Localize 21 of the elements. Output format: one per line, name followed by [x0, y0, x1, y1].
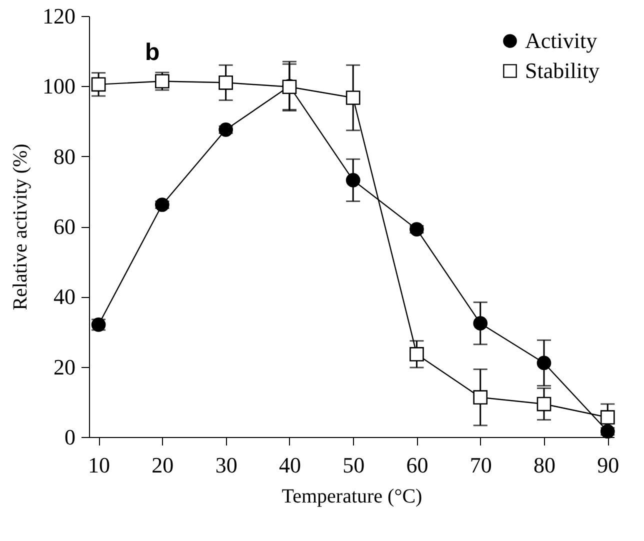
x-tick-label: 50 — [342, 452, 365, 478]
x-tick-label: 90 — [597, 452, 620, 478]
x-tick-label: 10 — [88, 452, 110, 478]
legend-label: Stability — [525, 58, 600, 83]
y-tick-label: 40 — [54, 284, 76, 310]
text: b — [145, 39, 160, 66]
x-tick-label: 70 — [470, 452, 492, 478]
x-tick-label: 40 — [278, 452, 301, 478]
legend-label: Activity — [525, 28, 598, 53]
y-tick-label: 0 — [64, 424, 76, 450]
y-tick-label: 80 — [54, 144, 76, 169]
y-tick-label: 120 — [42, 4, 76, 28]
y-tick-label: 20 — [54, 354, 76, 380]
x-tick-label: 60 — [406, 452, 428, 478]
y-tick-label: 60 — [54, 214, 76, 239]
x-tick-label: 80 — [534, 452, 556, 478]
y-axis-title: Relative activity (%) — [10, 144, 32, 310]
x-tick-label: 20 — [152, 452, 174, 478]
y-tick-label: 100 — [42, 74, 76, 99]
x-tick-label: 30 — [215, 452, 238, 478]
x-axis-title: Temperature (°C) — [282, 486, 422, 508]
